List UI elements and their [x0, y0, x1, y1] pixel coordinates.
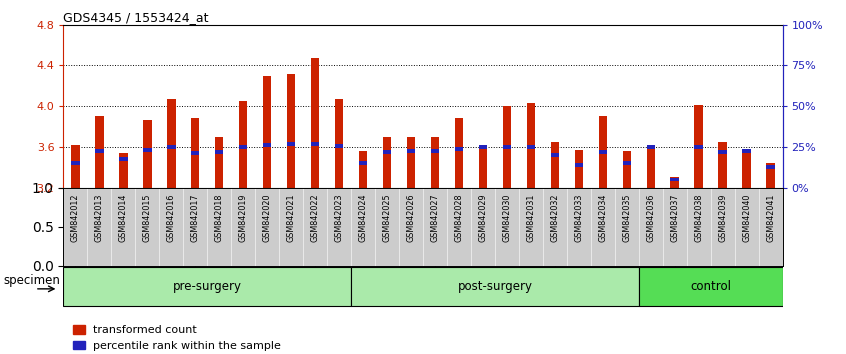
Bar	[383, 150, 391, 154]
Bar	[646, 145, 655, 149]
Text: GSM842034: GSM842034	[598, 194, 607, 242]
Text: GSM842029: GSM842029	[479, 194, 487, 242]
Bar	[263, 76, 272, 188]
Text: GSM842036: GSM842036	[646, 194, 655, 242]
Text: GSM842041: GSM842041	[766, 194, 775, 242]
Bar	[551, 153, 559, 157]
Bar	[599, 150, 607, 154]
FancyBboxPatch shape	[639, 267, 783, 306]
Bar	[718, 150, 727, 154]
Bar	[215, 150, 223, 154]
Bar	[359, 161, 367, 165]
Bar	[503, 145, 511, 149]
Bar	[599, 116, 607, 188]
FancyBboxPatch shape	[351, 267, 639, 306]
Bar	[359, 151, 367, 188]
Bar	[407, 149, 415, 153]
Bar	[71, 145, 80, 188]
Bar	[239, 101, 247, 188]
Bar	[766, 163, 775, 188]
Text: GSM842028: GSM842028	[454, 194, 464, 242]
Bar	[695, 145, 703, 149]
Bar	[623, 161, 631, 165]
Bar	[71, 161, 80, 165]
Bar	[551, 142, 559, 188]
Bar	[431, 137, 439, 188]
Text: GSM842039: GSM842039	[718, 194, 727, 242]
Bar	[191, 151, 200, 155]
Text: post-surgery: post-surgery	[458, 280, 532, 293]
Bar	[479, 147, 487, 188]
Text: GSM842021: GSM842021	[287, 194, 295, 242]
Bar	[695, 105, 703, 188]
Text: specimen: specimen	[3, 274, 60, 287]
Text: GSM842012: GSM842012	[71, 194, 80, 242]
Bar	[503, 106, 511, 188]
Bar	[574, 163, 583, 167]
Bar	[287, 74, 295, 188]
Text: GSM842015: GSM842015	[143, 194, 151, 242]
Text: GSM842033: GSM842033	[574, 194, 583, 242]
Text: GSM842024: GSM842024	[359, 194, 367, 242]
Bar	[168, 99, 175, 188]
Bar	[383, 137, 391, 188]
Bar	[143, 148, 151, 152]
Bar	[527, 103, 535, 188]
Bar	[431, 149, 439, 153]
Text: GSM842022: GSM842022	[310, 194, 320, 242]
Bar	[718, 142, 727, 188]
Bar	[215, 137, 223, 188]
Bar	[646, 147, 655, 188]
Text: GDS4345 / 1553424_at: GDS4345 / 1553424_at	[63, 11, 209, 24]
Bar	[239, 145, 247, 149]
Bar	[455, 118, 463, 188]
Text: GSM842014: GSM842014	[119, 194, 128, 242]
Text: GSM842031: GSM842031	[526, 194, 536, 242]
Text: pre-surgery: pre-surgery	[173, 280, 242, 293]
Bar	[335, 144, 343, 148]
Text: GSM842025: GSM842025	[382, 194, 392, 242]
Bar	[119, 157, 128, 161]
Bar	[143, 120, 151, 188]
Bar	[743, 149, 750, 153]
Bar	[311, 58, 319, 188]
FancyBboxPatch shape	[63, 267, 351, 306]
Text: GSM842038: GSM842038	[695, 194, 703, 242]
Bar	[671, 178, 678, 181]
Text: GSM842013: GSM842013	[95, 194, 104, 242]
Text: GSM842017: GSM842017	[191, 194, 200, 242]
Text: GSM842018: GSM842018	[215, 194, 223, 242]
Text: GSM842035: GSM842035	[623, 194, 631, 242]
Bar	[335, 99, 343, 188]
Bar	[671, 177, 678, 188]
Bar	[168, 145, 175, 149]
Text: GSM842037: GSM842037	[670, 194, 679, 242]
Bar	[311, 142, 319, 146]
Bar	[191, 118, 200, 188]
Text: control: control	[690, 280, 731, 293]
Bar	[119, 153, 128, 188]
Text: GSM842030: GSM842030	[503, 194, 511, 242]
Bar	[287, 142, 295, 146]
Bar	[455, 147, 463, 151]
Text: GSM842040: GSM842040	[742, 194, 751, 242]
Bar	[527, 145, 535, 149]
Text: GSM842032: GSM842032	[551, 194, 559, 242]
Bar	[623, 151, 631, 188]
Bar	[479, 145, 487, 149]
Bar	[96, 149, 103, 153]
Bar	[96, 116, 103, 188]
Text: GSM842027: GSM842027	[431, 194, 439, 242]
Text: GSM842016: GSM842016	[167, 194, 176, 242]
Bar	[743, 149, 750, 188]
Text: GSM842020: GSM842020	[263, 194, 272, 242]
Bar	[574, 150, 583, 188]
Legend: transformed count, percentile rank within the sample: transformed count, percentile rank withi…	[69, 321, 286, 354]
Bar	[766, 165, 775, 169]
Text: GSM842023: GSM842023	[335, 194, 343, 242]
Bar	[407, 137, 415, 188]
Bar	[263, 143, 272, 147]
Text: GSM842026: GSM842026	[407, 194, 415, 242]
Text: GSM842019: GSM842019	[239, 194, 248, 242]
